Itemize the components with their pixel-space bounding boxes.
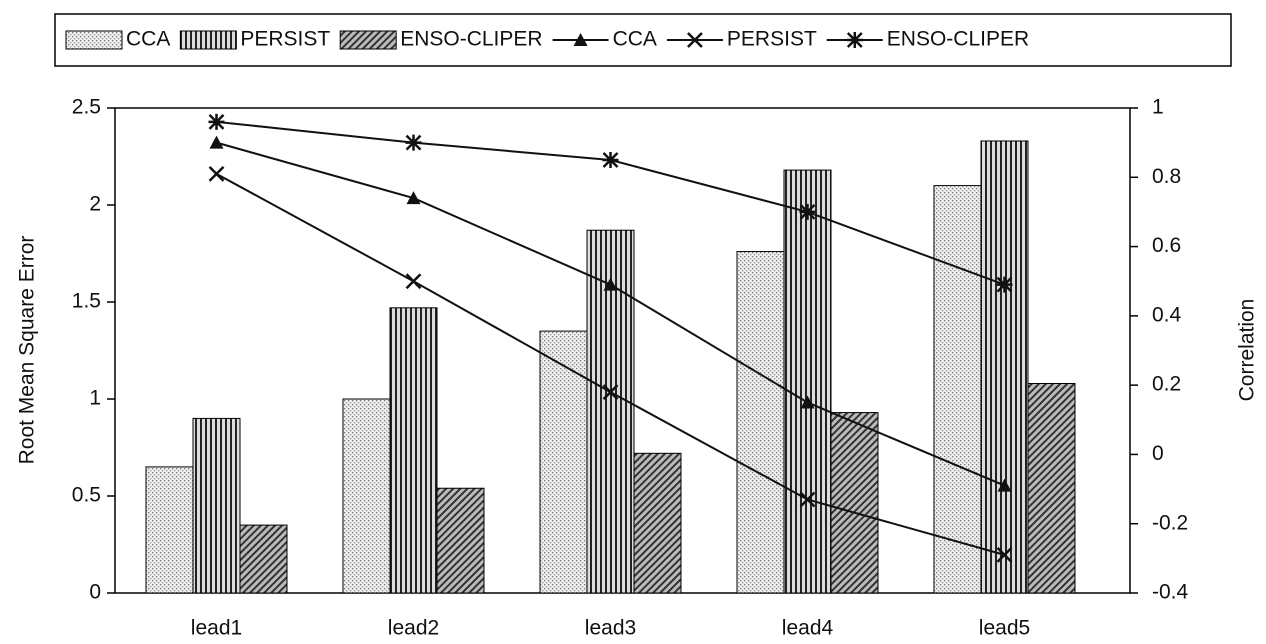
- marker: [996, 547, 1013, 563]
- marker: [406, 191, 421, 205]
- y-tick-label: 1: [89, 387, 101, 410]
- bar: [389, 307, 438, 594]
- marker: [800, 395, 815, 409]
- y2-tick-label: 0.4: [1152, 303, 1182, 326]
- bar: [239, 524, 288, 594]
- legend-label: ENSO-CLIPER: [400, 28, 542, 51]
- legend-label: CCA: [613, 28, 657, 51]
- marker: [208, 165, 225, 182]
- y-tick-label: 0.5: [72, 484, 101, 507]
- bar: [342, 398, 391, 594]
- y2-tick-label: 0.8: [1152, 165, 1181, 188]
- y-axis-label: Root Mean Square Error: [16, 236, 39, 465]
- y2-tick-label: -0.4: [1152, 581, 1189, 604]
- legend-label: PERSIST: [240, 28, 330, 51]
- legend-swatch: [65, 30, 123, 50]
- y-tick-label: 1.5: [72, 290, 101, 313]
- bar: [1027, 382, 1076, 594]
- marker: [573, 33, 588, 46]
- y-tick-label: 2: [89, 193, 101, 216]
- marker: [602, 384, 619, 400]
- marker: [799, 491, 816, 508]
- bar: [436, 487, 485, 594]
- bar: [192, 417, 241, 594]
- marker: [997, 478, 1012, 492]
- legend-swatch: [179, 30, 237, 50]
- bar: [933, 185, 982, 594]
- legend-box: [54, 13, 1232, 67]
- legend-label: PERSIST: [727, 28, 817, 51]
- bar: [145, 466, 194, 594]
- x-tick-label: lead4: [782, 617, 834, 640]
- y2-axis-label: Correlation: [1236, 299, 1259, 402]
- marker: [208, 113, 225, 130]
- x-tick-label: lead3: [585, 617, 636, 640]
- y2-tick-label: 0: [1152, 442, 1164, 465]
- bar: [736, 251, 785, 594]
- x-tick-label: lead2: [388, 617, 439, 640]
- marker: [405, 273, 422, 290]
- legend-label: ENSO-CLIPER: [887, 28, 1029, 51]
- x-tick-label: lead1: [191, 617, 242, 640]
- bar: [980, 140, 1029, 594]
- marker: [846, 32, 863, 48]
- marker: [603, 277, 618, 291]
- marker: [602, 151, 619, 168]
- bar: [586, 229, 635, 594]
- bar: [830, 412, 879, 594]
- y2-tick-label: 0.6: [1152, 234, 1181, 257]
- marker: [996, 276, 1013, 293]
- y2-tick-label: -0.2: [1152, 511, 1188, 534]
- y-tick-label: 2.5: [72, 96, 101, 119]
- marker: [209, 135, 224, 149]
- y-tick-label: 0: [89, 581, 101, 604]
- y2-tick-label: 0.2: [1152, 373, 1181, 396]
- legend-label: CCA: [126, 28, 170, 51]
- y2-tick-label: 1: [1152, 96, 1164, 119]
- marker: [687, 32, 703, 48]
- bar: [539, 330, 588, 594]
- marker: [799, 203, 816, 220]
- legend-swatch: [339, 30, 397, 50]
- marker: [405, 134, 422, 151]
- bar: [633, 452, 682, 594]
- x-tick-label: lead5: [979, 617, 1030, 640]
- bar: [783, 169, 832, 594]
